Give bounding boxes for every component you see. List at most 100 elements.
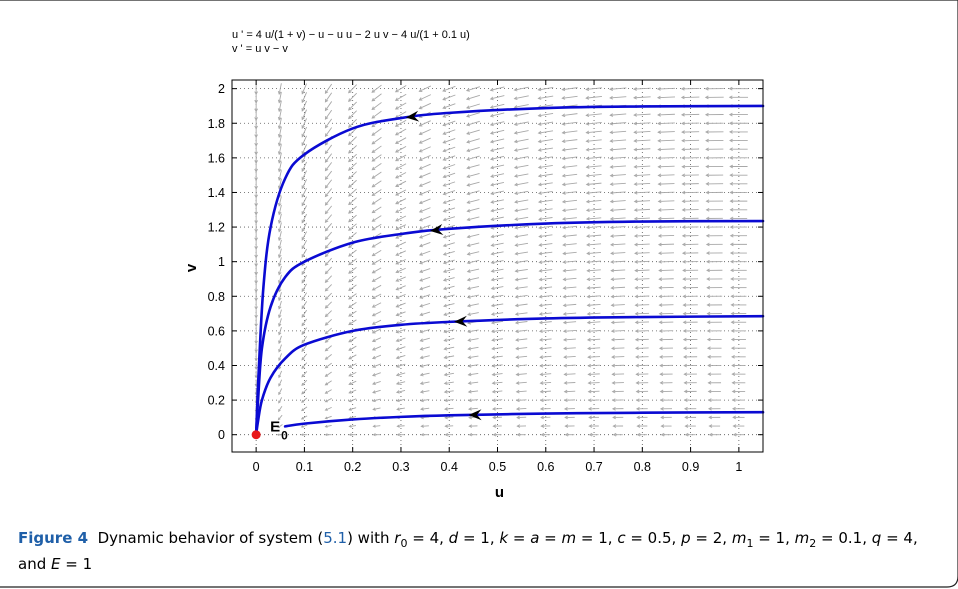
field-arrow-shaft — [634, 226, 650, 228]
field-arrow — [348, 171, 357, 180]
field-arrow-head — [612, 415, 616, 420]
field-arrow-head — [348, 261, 352, 266]
field-arrow-shaft — [325, 424, 332, 428]
field-arrow — [300, 424, 308, 428]
field-arrow — [585, 156, 602, 161]
field-arrow-shaft — [443, 164, 456, 169]
field-arrow-head — [395, 355, 400, 360]
field-arrow-head — [301, 193, 305, 198]
field-arrow — [490, 294, 504, 299]
field-arrow-shaft — [372, 241, 382, 248]
field-arrow-head — [466, 165, 471, 170]
field-arrow-shaft — [516, 390, 527, 393]
field-arrow-head — [444, 407, 448, 411]
field-arrow — [537, 173, 553, 178]
field-arrow-shaft — [278, 300, 282, 310]
field-arrow-shaft — [610, 139, 627, 142]
field-arrow-head — [254, 108, 258, 113]
field-arrow-head — [277, 271, 282, 276]
field-arrow-shaft — [563, 347, 576, 350]
field-arrow — [636, 415, 648, 420]
field-arrow — [466, 216, 480, 222]
field-arrow — [301, 274, 308, 284]
field-arrow-shaft — [396, 363, 406, 368]
equation-u: u ' = 4 u/(1 + v) − u − u u − 2 u v − 4 … — [232, 29, 470, 41]
field-arrow-head — [561, 87, 566, 92]
field-arrow — [635, 381, 649, 385]
field-arrow-head — [730, 294, 735, 299]
field-arrow — [538, 208, 553, 213]
field-arrow-head — [324, 365, 329, 369]
x-tick-label: 0.2 — [344, 460, 361, 474]
field-arrow-head — [513, 165, 518, 170]
field-arrow-shaft — [325, 266, 332, 275]
field-arrow — [466, 251, 480, 256]
field-arrow-head — [683, 363, 688, 368]
field-arrow — [254, 370, 258, 379]
field-arrow — [348, 345, 357, 351]
field-arrow-shaft — [563, 277, 577, 281]
field-arrow-head — [465, 96, 470, 101]
field-arrow — [681, 130, 700, 134]
field-arrow-head — [301, 339, 305, 344]
field-arrow-head — [395, 338, 400, 343]
field-arrow-head — [254, 151, 258, 156]
field-arrow — [489, 103, 505, 109]
field-arrow-shaft — [372, 319, 382, 325]
field-arrow-head — [395, 235, 400, 239]
field-arrow-head — [610, 337, 615, 342]
field-arrow-head — [634, 303, 639, 307]
field-arrow-head — [371, 158, 376, 162]
field-arrow — [348, 136, 357, 146]
field-arrow-head — [561, 208, 566, 213]
field-arrow — [657, 199, 675, 204]
field-arrow-shaft — [301, 248, 308, 258]
field-arrow — [585, 165, 602, 169]
field-arrow — [537, 182, 553, 187]
field-arrow-shaft — [395, 250, 406, 256]
field-arrow — [705, 147, 724, 152]
field-arrow — [489, 112, 505, 118]
field-arrow-shaft — [610, 191, 626, 194]
field-arrow-shaft — [490, 103, 505, 109]
field-arrow-head — [443, 303, 448, 308]
field-arrow — [466, 285, 480, 291]
field-arrow-shaft — [490, 164, 505, 169]
field-arrow — [348, 319, 357, 326]
field-arrow — [705, 207, 723, 212]
field-arrow-head — [467, 398, 472, 403]
field-arrow — [395, 259, 406, 265]
field-arrow — [706, 311, 722, 316]
x-tick-label: 0 — [253, 460, 260, 474]
field-arrow-shaft — [443, 198, 456, 204]
field-arrow-head — [396, 398, 400, 403]
field-arrow — [278, 335, 282, 345]
field-arrow — [732, 432, 745, 437]
equation-reference-link[interactable]: 5.1 — [323, 529, 348, 547]
field-arrow-shaft — [301, 118, 307, 129]
field-arrow-head — [467, 329, 472, 334]
field-arrow-head — [680, 95, 685, 100]
field-arrow — [730, 277, 747, 281]
field-arrow — [513, 86, 529, 92]
field-arrow — [681, 199, 699, 204]
field-arrow — [491, 407, 503, 411]
field-arrow — [634, 260, 650, 264]
field-arrow — [610, 311, 625, 316]
field-arrow — [490, 312, 504, 316]
field-arrow-head — [514, 225, 519, 230]
field-arrow-shaft — [540, 347, 552, 350]
field-arrow-head — [466, 243, 471, 247]
field-arrow-shaft — [539, 243, 553, 246]
field-arrow — [419, 346, 430, 351]
field-arrow-head — [490, 217, 495, 222]
field-arrow-head — [704, 121, 709, 126]
field-arrow-head — [324, 141, 329, 146]
field-arrow-head — [395, 209, 399, 213]
field-arrow — [729, 164, 748, 169]
field-arrow-head — [277, 417, 281, 421]
field-arrow-head — [254, 194, 258, 199]
field-arrow-shaft — [515, 338, 528, 341]
field-arrow-head — [585, 182, 590, 187]
field-arrow-head — [301, 399, 305, 403]
